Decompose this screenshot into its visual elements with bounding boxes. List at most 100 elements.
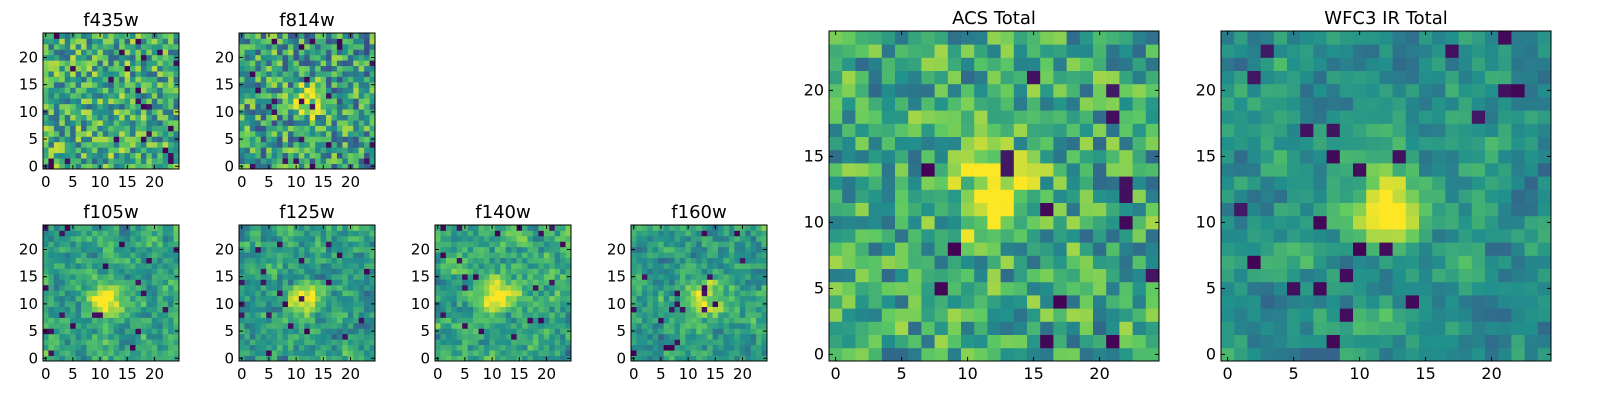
heatmap-cell <box>500 246 507 253</box>
heatmap-cell <box>364 241 370 248</box>
heatmap-cell <box>173 71 180 77</box>
heatmap-cell <box>157 317 164 324</box>
heatmap-cell <box>157 103 164 110</box>
heatmap-cell <box>293 81 300 88</box>
heatmap-cell <box>921 202 935 217</box>
heatmap-cell <box>364 54 370 61</box>
heatmap-cell <box>336 333 343 340</box>
heatmap-cell <box>1132 215 1147 230</box>
heatmap-cell <box>97 273 104 280</box>
heatmap-cell <box>527 284 534 291</box>
heatmap-cell <box>353 257 360 264</box>
heatmap-cell <box>636 322 643 329</box>
heatmap-cell <box>679 279 686 286</box>
heatmap-cell <box>1079 255 1094 269</box>
heatmap-cell <box>1524 189 1539 203</box>
heatmap-cell <box>91 339 98 346</box>
heatmap-cell <box>701 306 708 313</box>
heatmap-cell <box>173 279 180 286</box>
heatmap-cell <box>342 263 349 269</box>
heatmap-cell <box>304 71 311 77</box>
heatmap-cell <box>108 306 115 313</box>
heatmap-cell <box>1471 295 1486 309</box>
heatmap-cell <box>102 98 109 105</box>
heatmap-cell <box>1471 163 1486 177</box>
heatmap-cell <box>756 301 762 307</box>
heatmap-cell <box>934 255 949 269</box>
heatmap-cell <box>358 290 365 297</box>
heatmap-cell <box>43 322 49 329</box>
heatmap-cell <box>987 123 1001 137</box>
heatmap-cell <box>750 339 757 346</box>
heatmap-cell <box>48 147 55 154</box>
heatmap-cell <box>271 333 278 340</box>
heatmap-cell <box>1419 281 1433 296</box>
heatmap-cell <box>478 312 485 318</box>
heatmap-cell <box>168 103 174 110</box>
heatmap-cell <box>445 257 452 264</box>
heatmap-cell <box>1079 123 1094 137</box>
heatmap-cell <box>342 328 349 335</box>
heatmap-cell <box>119 328 125 335</box>
heatmap-cell <box>239 49 245 56</box>
heatmap-cell <box>829 268 843 283</box>
heatmap-cell <box>685 273 692 280</box>
heatmap-cell <box>91 344 98 351</box>
heatmap-cell <box>353 306 360 313</box>
heatmap-cell <box>489 273 496 280</box>
heatmap-cell <box>326 339 332 346</box>
heatmap-cell <box>669 350 675 356</box>
heatmap-cell <box>304 81 311 88</box>
heatmap-cell <box>631 257 637 264</box>
heatmap-cell <box>162 273 169 280</box>
heatmap-cell <box>135 339 142 346</box>
heatmap-cell <box>685 230 692 237</box>
heatmap-cell <box>43 257 49 264</box>
heatmap-cell <box>173 295 180 302</box>
heatmap-cell <box>364 92 370 99</box>
heatmap-cell <box>239 344 245 351</box>
heatmap-cell <box>631 295 637 302</box>
heatmap-cell <box>255 130 262 137</box>
heatmap-cell <box>97 114 104 121</box>
heatmap-cell <box>162 38 169 45</box>
heatmap-cell <box>64 225 71 231</box>
heatmap-cell <box>1040 215 1054 230</box>
heatmap-cell <box>462 333 469 340</box>
heatmap-cell <box>70 339 77 346</box>
heatmap-cell <box>701 355 708 362</box>
heatmap-cell <box>974 242 988 256</box>
heatmap-cell <box>516 306 523 313</box>
heatmap-cell <box>1247 334 1261 349</box>
heatmap-cell <box>723 312 730 318</box>
heatmap-cell <box>1106 255 1120 269</box>
heatmap-cell <box>353 125 360 132</box>
heatmap-cell <box>97 279 104 286</box>
heatmap-cell <box>266 235 273 242</box>
heatmap-cell <box>255 60 262 67</box>
heatmap-cell <box>1106 70 1120 85</box>
heatmap-cell <box>483 339 490 346</box>
heatmap-cell <box>1273 149 1288 164</box>
heatmap-cell <box>435 279 441 286</box>
heatmap-cell <box>239 230 245 237</box>
heatmap-cell <box>320 230 327 237</box>
heatmap-cell <box>108 268 115 275</box>
heatmap-cell <box>451 306 458 313</box>
heatmap-cell <box>1432 308 1446 322</box>
heatmap-cell <box>331 65 338 72</box>
heatmap-cell <box>947 189 962 203</box>
y-tick-label: 5 <box>420 322 430 340</box>
heatmap-cell <box>298 114 305 121</box>
heatmap-cell <box>435 350 441 356</box>
heatmap-cell <box>440 230 447 237</box>
heatmap-cell <box>364 263 370 269</box>
heatmap-cell <box>549 268 556 275</box>
heatmap-cell <box>1326 202 1341 217</box>
heatmap-cell <box>1119 189 1133 203</box>
heatmap-cell <box>353 87 360 94</box>
heatmap-cell <box>1066 110 1081 124</box>
heatmap-cell <box>124 120 131 126</box>
heatmap-cell <box>358 125 365 132</box>
